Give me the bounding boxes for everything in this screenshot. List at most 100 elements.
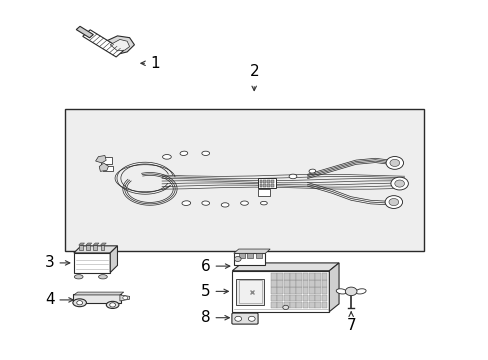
Ellipse shape — [308, 169, 315, 173]
Ellipse shape — [99, 275, 107, 279]
Circle shape — [385, 195, 402, 208]
Text: 6: 6 — [201, 258, 229, 274]
Text: 4: 4 — [45, 292, 73, 307]
Circle shape — [77, 301, 82, 305]
Ellipse shape — [180, 151, 187, 156]
Ellipse shape — [73, 299, 86, 307]
Bar — [302, 280, 308, 287]
Text: 2: 2 — [249, 64, 259, 79]
Bar — [263, 180, 265, 183]
Circle shape — [234, 257, 241, 261]
Bar — [263, 184, 265, 187]
Bar — [74, 253, 110, 273]
Polygon shape — [233, 249, 270, 253]
Bar — [238, 280, 262, 303]
Circle shape — [122, 296, 127, 300]
Circle shape — [345, 287, 356, 296]
Ellipse shape — [336, 289, 346, 294]
Bar — [271, 184, 273, 187]
Bar — [271, 288, 276, 294]
Circle shape — [386, 157, 403, 169]
Bar — [232, 271, 329, 312]
Bar — [283, 294, 289, 301]
Polygon shape — [110, 40, 129, 51]
Bar — [302, 302, 308, 308]
Ellipse shape — [202, 151, 209, 156]
Bar — [296, 288, 302, 294]
Bar — [308, 288, 314, 294]
FancyBboxPatch shape — [258, 189, 269, 195]
Bar — [315, 273, 321, 280]
Bar — [315, 302, 321, 308]
Bar — [271, 280, 276, 287]
Polygon shape — [95, 156, 106, 163]
Circle shape — [394, 180, 404, 187]
Ellipse shape — [355, 289, 366, 294]
Bar — [271, 294, 276, 301]
Bar — [277, 273, 283, 280]
Bar — [101, 245, 104, 250]
Bar — [296, 302, 302, 308]
Bar — [321, 302, 327, 308]
Bar — [321, 280, 327, 287]
Ellipse shape — [288, 174, 296, 179]
Ellipse shape — [221, 203, 228, 207]
Bar — [283, 280, 289, 287]
Bar — [259, 180, 262, 183]
Bar — [271, 302, 276, 308]
Bar — [283, 302, 289, 308]
Polygon shape — [76, 26, 93, 38]
FancyBboxPatch shape — [73, 294, 121, 303]
Bar — [277, 302, 283, 308]
Bar — [308, 273, 314, 280]
Bar — [65, 109, 423, 251]
Ellipse shape — [162, 154, 171, 159]
Bar — [258, 178, 276, 188]
Bar — [315, 288, 321, 294]
Bar — [296, 280, 302, 287]
Bar — [283, 288, 289, 294]
Ellipse shape — [182, 201, 190, 206]
Bar — [79, 245, 82, 250]
Polygon shape — [79, 243, 84, 245]
Bar — [308, 294, 314, 301]
Ellipse shape — [74, 275, 83, 279]
Bar — [271, 180, 273, 183]
Bar — [289, 280, 295, 287]
Polygon shape — [101, 243, 106, 245]
Polygon shape — [93, 243, 99, 245]
Polygon shape — [120, 295, 129, 301]
Bar — [308, 302, 314, 308]
Bar — [289, 273, 295, 280]
Bar — [302, 294, 308, 301]
Polygon shape — [82, 30, 123, 57]
Bar — [86, 245, 90, 250]
Polygon shape — [102, 36, 134, 54]
Circle shape — [390, 177, 407, 190]
Circle shape — [389, 159, 399, 166]
Bar — [321, 273, 327, 280]
Bar — [321, 294, 327, 301]
Bar — [289, 288, 295, 294]
Bar — [289, 294, 295, 301]
Bar — [283, 273, 289, 280]
Text: 7: 7 — [346, 312, 355, 333]
Bar — [302, 273, 308, 280]
Bar — [233, 253, 265, 265]
Text: 5: 5 — [201, 284, 228, 299]
Circle shape — [282, 305, 288, 310]
Bar — [267, 184, 269, 187]
Bar — [315, 280, 321, 287]
Polygon shape — [74, 246, 117, 253]
FancyBboxPatch shape — [102, 166, 112, 171]
Bar — [238, 253, 244, 258]
Bar — [259, 184, 262, 187]
Polygon shape — [74, 292, 123, 295]
Ellipse shape — [202, 201, 209, 205]
Polygon shape — [110, 246, 117, 273]
Bar — [277, 294, 283, 301]
Ellipse shape — [106, 301, 119, 309]
Bar — [289, 302, 295, 308]
Circle shape — [234, 316, 241, 321]
Bar — [302, 288, 308, 294]
